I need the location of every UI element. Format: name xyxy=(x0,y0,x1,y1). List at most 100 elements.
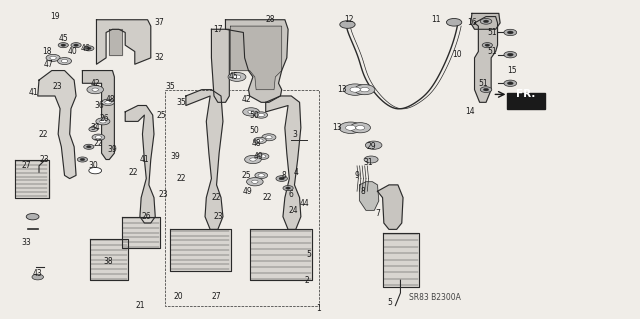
Text: 23: 23 xyxy=(52,82,61,91)
Text: SR83 B2300A: SR83 B2300A xyxy=(410,293,461,302)
Text: FR.: FR. xyxy=(516,89,535,100)
Circle shape xyxy=(61,44,65,46)
Circle shape xyxy=(256,153,269,160)
Polygon shape xyxy=(170,229,230,271)
Text: 30: 30 xyxy=(88,161,98,170)
Circle shape xyxy=(286,187,291,189)
Polygon shape xyxy=(250,229,312,280)
Polygon shape xyxy=(90,239,129,280)
Circle shape xyxy=(92,88,99,91)
Text: 39: 39 xyxy=(108,145,117,154)
Circle shape xyxy=(84,46,94,51)
Text: 27: 27 xyxy=(21,161,31,170)
Text: 35: 35 xyxy=(177,98,186,107)
Polygon shape xyxy=(122,217,161,249)
Text: 51: 51 xyxy=(488,47,497,56)
Circle shape xyxy=(344,84,367,95)
Circle shape xyxy=(255,112,268,118)
Circle shape xyxy=(504,51,516,58)
Circle shape xyxy=(89,127,98,131)
Circle shape xyxy=(276,176,287,182)
Circle shape xyxy=(86,146,91,148)
Text: 36: 36 xyxy=(95,101,104,110)
Circle shape xyxy=(86,47,91,49)
Text: 42: 42 xyxy=(242,95,252,104)
Text: 22: 22 xyxy=(212,193,221,202)
Text: 40: 40 xyxy=(67,47,77,56)
Circle shape xyxy=(61,59,68,63)
Text: 13: 13 xyxy=(332,123,342,132)
Text: 33: 33 xyxy=(21,238,31,247)
Circle shape xyxy=(74,44,78,46)
Text: 23: 23 xyxy=(39,155,49,164)
Text: 15: 15 xyxy=(507,66,516,75)
Text: 45: 45 xyxy=(229,72,239,81)
Circle shape xyxy=(346,125,356,130)
Polygon shape xyxy=(474,17,497,102)
Text: 41: 41 xyxy=(29,88,38,97)
Text: 16: 16 xyxy=(467,19,477,27)
Text: 50: 50 xyxy=(250,126,259,135)
Text: 17: 17 xyxy=(213,25,223,34)
Circle shape xyxy=(258,174,264,177)
Text: 9: 9 xyxy=(355,171,360,180)
Text: 50: 50 xyxy=(250,111,259,120)
Text: 12: 12 xyxy=(344,15,353,24)
Circle shape xyxy=(365,141,382,149)
Text: 45: 45 xyxy=(58,34,68,43)
Circle shape xyxy=(71,43,81,48)
Text: 28: 28 xyxy=(266,15,275,24)
Polygon shape xyxy=(383,233,419,286)
Circle shape xyxy=(255,172,268,179)
Circle shape xyxy=(485,44,490,46)
Text: 46: 46 xyxy=(81,44,90,53)
Text: 38: 38 xyxy=(103,257,113,266)
Text: 42: 42 xyxy=(90,79,100,88)
Circle shape xyxy=(360,87,369,92)
Polygon shape xyxy=(83,70,115,160)
Circle shape xyxy=(246,178,263,186)
Circle shape xyxy=(228,72,246,81)
Circle shape xyxy=(257,139,263,142)
Circle shape xyxy=(80,158,84,161)
Circle shape xyxy=(504,80,516,86)
Text: 21: 21 xyxy=(135,301,145,310)
Polygon shape xyxy=(97,20,151,64)
Text: 49: 49 xyxy=(253,152,263,161)
Text: 11: 11 xyxy=(431,15,441,24)
Text: 7: 7 xyxy=(375,209,380,218)
Circle shape xyxy=(32,274,44,280)
Text: 51: 51 xyxy=(478,79,488,88)
Circle shape xyxy=(350,123,371,133)
Text: 13: 13 xyxy=(337,85,347,94)
Text: 44: 44 xyxy=(300,199,310,208)
Circle shape xyxy=(244,155,261,164)
Circle shape xyxy=(350,87,360,92)
Polygon shape xyxy=(15,160,49,197)
Circle shape xyxy=(364,156,378,163)
Circle shape xyxy=(105,101,111,104)
Circle shape xyxy=(248,110,254,114)
Text: 25: 25 xyxy=(157,111,166,120)
Circle shape xyxy=(250,158,256,161)
Text: 24: 24 xyxy=(289,206,298,215)
Text: 34: 34 xyxy=(90,123,100,132)
Polygon shape xyxy=(225,20,288,102)
Text: 22: 22 xyxy=(263,193,273,202)
Text: 1: 1 xyxy=(316,304,321,313)
Text: 6: 6 xyxy=(289,190,294,199)
Text: 25: 25 xyxy=(242,171,252,180)
Text: 10: 10 xyxy=(452,50,462,59)
Circle shape xyxy=(447,19,462,26)
Polygon shape xyxy=(230,26,282,90)
Text: 22: 22 xyxy=(129,168,138,177)
Circle shape xyxy=(508,31,513,34)
Text: 22: 22 xyxy=(38,130,47,138)
Circle shape xyxy=(262,134,276,141)
Text: 39: 39 xyxy=(170,152,180,161)
Text: 14: 14 xyxy=(465,108,475,116)
Circle shape xyxy=(46,54,60,61)
Circle shape xyxy=(102,99,115,106)
Text: 49: 49 xyxy=(243,187,253,196)
Text: 43: 43 xyxy=(33,269,43,278)
